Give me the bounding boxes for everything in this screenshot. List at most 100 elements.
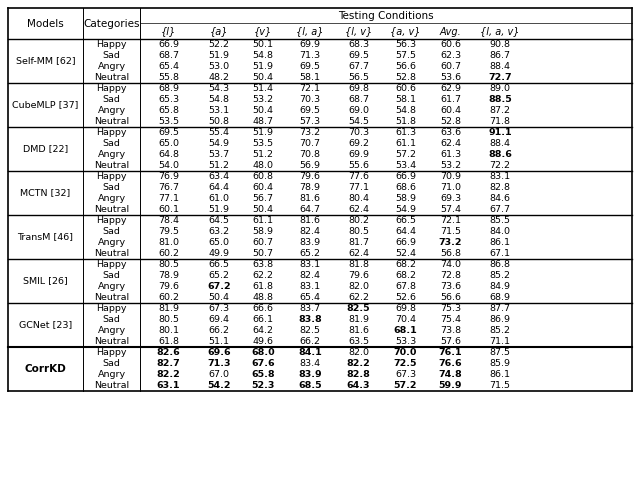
Text: 78.9: 78.9 [300,183,321,192]
Text: Angry: Angry [97,282,125,291]
Text: Neutral: Neutral [94,205,129,214]
Text: Sad: Sad [102,183,120,192]
Text: 60.1: 60.1 [158,205,179,214]
Text: 77.6: 77.6 [348,172,369,181]
Text: 72.1: 72.1 [440,216,461,225]
Text: 71.0: 71.0 [440,183,461,192]
Text: DMD [22]: DMD [22] [23,144,68,153]
Text: 54.8: 54.8 [209,95,230,104]
Text: 51.9: 51.9 [209,205,230,214]
Text: 68.9: 68.9 [158,84,179,93]
Text: 50.4: 50.4 [253,73,273,82]
Text: 80.5: 80.5 [348,227,369,236]
Text: Neutral: Neutral [94,337,129,346]
Text: 49.6: 49.6 [253,337,273,346]
Text: Neutral: Neutral [94,73,129,82]
Text: 86.1: 86.1 [490,238,511,247]
Text: 64.7: 64.7 [300,205,321,214]
Text: Angry: Angry [97,238,125,247]
Text: Sad: Sad [102,271,120,280]
Text: 67.8: 67.8 [395,282,416,291]
Text: 53.0: 53.0 [209,62,230,71]
Text: 52.8: 52.8 [440,117,461,126]
Text: 60.6: 60.6 [395,84,416,93]
Text: 56.8: 56.8 [440,249,461,258]
Text: 52.2: 52.2 [209,40,230,49]
Text: 83.1: 83.1 [300,260,321,269]
Text: 51.2: 51.2 [253,150,273,159]
Text: 69.9: 69.9 [300,40,321,49]
Text: 67.7: 67.7 [490,205,511,214]
Text: 76.1: 76.1 [438,348,462,357]
Text: 55.4: 55.4 [209,128,230,137]
Text: 67.2: 67.2 [207,282,231,291]
Text: 87.5: 87.5 [490,348,511,357]
Text: 54.3: 54.3 [209,84,230,93]
Text: 89.0: 89.0 [490,84,511,93]
Text: Sad: Sad [102,315,120,324]
Text: 51.4: 51.4 [253,84,273,93]
Text: Neutral: Neutral [94,117,129,126]
Text: 74.0: 74.0 [440,260,461,269]
Text: 76.7: 76.7 [158,183,179,192]
Text: 76.6: 76.6 [438,359,462,368]
Text: 65.4: 65.4 [158,62,179,71]
Text: 67.7: 67.7 [348,62,369,71]
Text: 54.8: 54.8 [395,106,416,115]
Text: 82.2: 82.2 [347,359,371,368]
Text: Neutral: Neutral [94,161,129,170]
Text: 66.2: 66.2 [209,326,230,335]
Text: 60.7: 60.7 [253,238,273,247]
Text: 48.7: 48.7 [253,117,273,126]
Text: 54.8: 54.8 [253,51,273,60]
Text: 56.9: 56.9 [300,161,321,170]
Text: 82.7: 82.7 [157,359,180,368]
Text: 51.2: 51.2 [209,161,230,170]
Text: 66.9: 66.9 [395,172,416,181]
Text: 69.4: 69.4 [209,315,230,324]
Text: 82.5: 82.5 [347,304,371,313]
Text: 86.1: 86.1 [490,370,511,379]
Text: 63.5: 63.5 [348,337,369,346]
Text: 57.4: 57.4 [440,205,461,214]
Text: 66.5: 66.5 [209,260,230,269]
Text: 64.4: 64.4 [209,183,230,192]
Text: 76.9: 76.9 [158,172,179,181]
Text: 53.4: 53.4 [395,161,416,170]
Text: 84.6: 84.6 [490,194,511,203]
Text: TransM [46]: TransM [46] [17,232,74,241]
Text: 62.3: 62.3 [440,51,461,60]
Text: 73.6: 73.6 [440,282,461,291]
Text: 68.0: 68.0 [251,348,275,357]
Text: 81.6: 81.6 [300,216,321,225]
Text: 69.9: 69.9 [348,150,369,159]
Text: 71.5: 71.5 [440,227,461,236]
Text: 62.2: 62.2 [348,293,369,302]
Text: 62.4: 62.4 [348,205,369,214]
Text: 50.4: 50.4 [209,293,230,302]
Text: 51.8: 51.8 [395,117,416,126]
Text: MCTN [32]: MCTN [32] [20,188,70,197]
Text: 59.9: 59.9 [439,381,462,390]
Text: 83.1: 83.1 [490,172,511,181]
Text: 64.5: 64.5 [209,216,230,225]
Text: 53.3: 53.3 [395,337,416,346]
Text: 71.3: 71.3 [207,359,231,368]
Text: 69.8: 69.8 [348,84,369,93]
Text: 67.3: 67.3 [209,304,230,313]
Text: 65.2: 65.2 [209,271,230,280]
Text: 82.6: 82.6 [157,348,180,357]
Text: 68.5: 68.5 [298,381,322,390]
Text: Happy: Happy [96,128,127,137]
Text: 83.9: 83.9 [300,238,321,247]
Text: 54.5: 54.5 [348,117,369,126]
Text: 88.4: 88.4 [490,62,511,71]
Text: Neutral: Neutral [94,249,129,258]
Text: 81.9: 81.9 [348,315,369,324]
Text: 61.1: 61.1 [253,216,273,225]
Text: 85.5: 85.5 [490,216,511,225]
Text: Neutral: Neutral [94,293,129,302]
Text: 57.6: 57.6 [440,337,461,346]
Text: 74.8: 74.8 [438,370,462,379]
Text: 54.0: 54.0 [158,161,179,170]
